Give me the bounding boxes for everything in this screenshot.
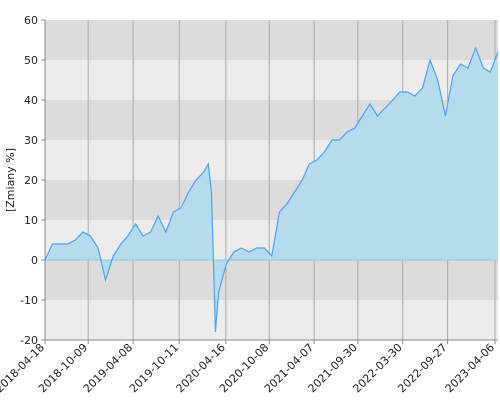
y-tick-label: 50 (24, 54, 38, 67)
y-tick-label: 40 (24, 94, 38, 107)
y-tick-label: 10 (24, 214, 38, 227)
y-tick-label: 20 (24, 174, 38, 187)
y-tick-label: 30 (24, 134, 38, 147)
y-tick-label: -10 (20, 294, 38, 307)
y-tick-label: -20 (20, 334, 38, 347)
y-tick-label: 0 (31, 254, 38, 267)
y-axis-label: [Zmiany %] (4, 148, 17, 212)
x-tick-label: 2019-10-11 (127, 341, 181, 395)
grid-band (45, 260, 498, 300)
grid-band (45, 20, 498, 60)
grid-band (45, 300, 498, 340)
x-tick-label: 2023-04-06 (443, 341, 497, 395)
area (45, 48, 498, 332)
y-tick-label: 60 (24, 14, 38, 27)
line (44, 46, 499, 333)
